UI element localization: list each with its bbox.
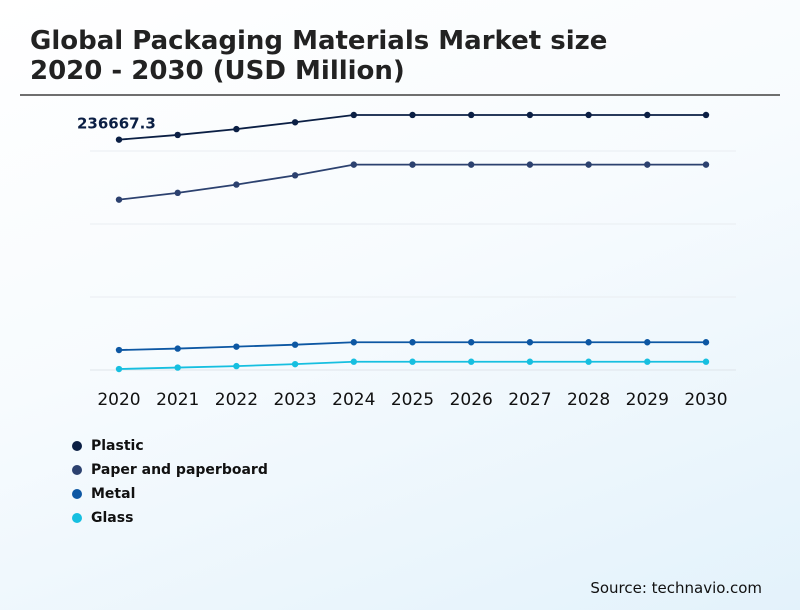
x-tick-label: 2030	[684, 390, 727, 410]
data-point	[233, 362, 240, 370]
legend-label: Glass	[91, 510, 134, 526]
data-point	[291, 119, 299, 126]
data-point	[233, 181, 240, 188]
data-point	[174, 131, 181, 139]
x-tick-label: 2023	[273, 390, 316, 410]
data-point	[350, 358, 357, 365]
chart-title: Global Packaging Materials Market size 2…	[30, 26, 770, 86]
data-point	[585, 358, 592, 365]
series-line	[118, 163, 706, 201]
data-point	[291, 341, 299, 348]
data-point	[526, 161, 534, 168]
legend-swatch	[72, 465, 82, 475]
x-tick-label: 2027	[508, 390, 551, 410]
x-tick-label: 2028	[567, 390, 610, 410]
x-tick-label: 2029	[626, 390, 669, 410]
data-point	[233, 343, 240, 350]
data-point	[702, 358, 710, 365]
data-point	[526, 111, 534, 119]
line-chart: 2020 2021 2022 2023 2024 2025 2026 2027 2028 2029…	[77, 111, 736, 410]
data-point	[350, 339, 357, 346]
x-tick-label: 2026	[450, 390, 493, 410]
data-label: 236667.3	[77, 115, 156, 133]
data-point	[409, 339, 416, 346]
series-line	[118, 114, 706, 141]
data-point	[233, 125, 240, 133]
data-point	[526, 358, 534, 365]
legend-item: Paper and paperboard	[72, 458, 268, 482]
data-point	[350, 111, 357, 119]
x-tick-label: 2021	[156, 390, 199, 410]
data-point	[115, 346, 123, 354]
x-tick-label: 2024	[332, 390, 375, 410]
legend-label: Plastic	[91, 438, 144, 454]
data-point	[585, 339, 592, 346]
data-point	[468, 111, 475, 119]
data-point	[174, 189, 181, 197]
x-tick-label: 2022	[215, 390, 258, 410]
data-point	[174, 345, 181, 352]
source-credit: Source: technavio.com	[590, 579, 762, 597]
data-point	[644, 339, 651, 346]
legend-swatch	[72, 441, 82, 451]
legend-item: Glass	[72, 506, 268, 530]
legend-label: Metal	[91, 486, 136, 502]
chart-title-line-1: Global Packaging Materials Market size	[30, 26, 608, 56]
data-point	[644, 161, 651, 168]
data-point	[115, 365, 123, 373]
data-point	[115, 196, 123, 203]
data-point	[291, 172, 299, 179]
data-point	[409, 358, 416, 365]
data-point	[409, 111, 416, 119]
data-point	[644, 358, 651, 365]
x-tick-label: 2025	[391, 390, 434, 410]
chart-legend: Plastic Paper and paperboard Metal Glass	[72, 434, 268, 530]
data-point	[585, 111, 592, 119]
data-point	[702, 339, 710, 346]
data-point	[174, 364, 181, 371]
legend-item: Plastic	[72, 434, 268, 458]
data-point	[350, 161, 357, 168]
data-point	[468, 339, 475, 346]
data-point	[702, 111, 710, 119]
legend-swatch	[72, 489, 82, 499]
legend-item: Metal	[72, 482, 268, 506]
data-point	[526, 339, 534, 346]
chart-title-line-2: 2020 - 2030 (USD Million)	[30, 56, 405, 86]
data-point	[115, 136, 123, 143]
data-point	[702, 161, 710, 168]
title-divider	[20, 94, 780, 96]
data-point	[291, 360, 299, 368]
data-point	[468, 358, 475, 365]
data-point	[644, 111, 651, 119]
data-point	[585, 161, 592, 168]
data-point	[409, 161, 416, 168]
x-tick-label: 2020	[97, 390, 140, 410]
legend-label: Paper and paperboard	[91, 462, 268, 478]
data-point	[468, 161, 475, 168]
legend-swatch	[72, 513, 82, 523]
